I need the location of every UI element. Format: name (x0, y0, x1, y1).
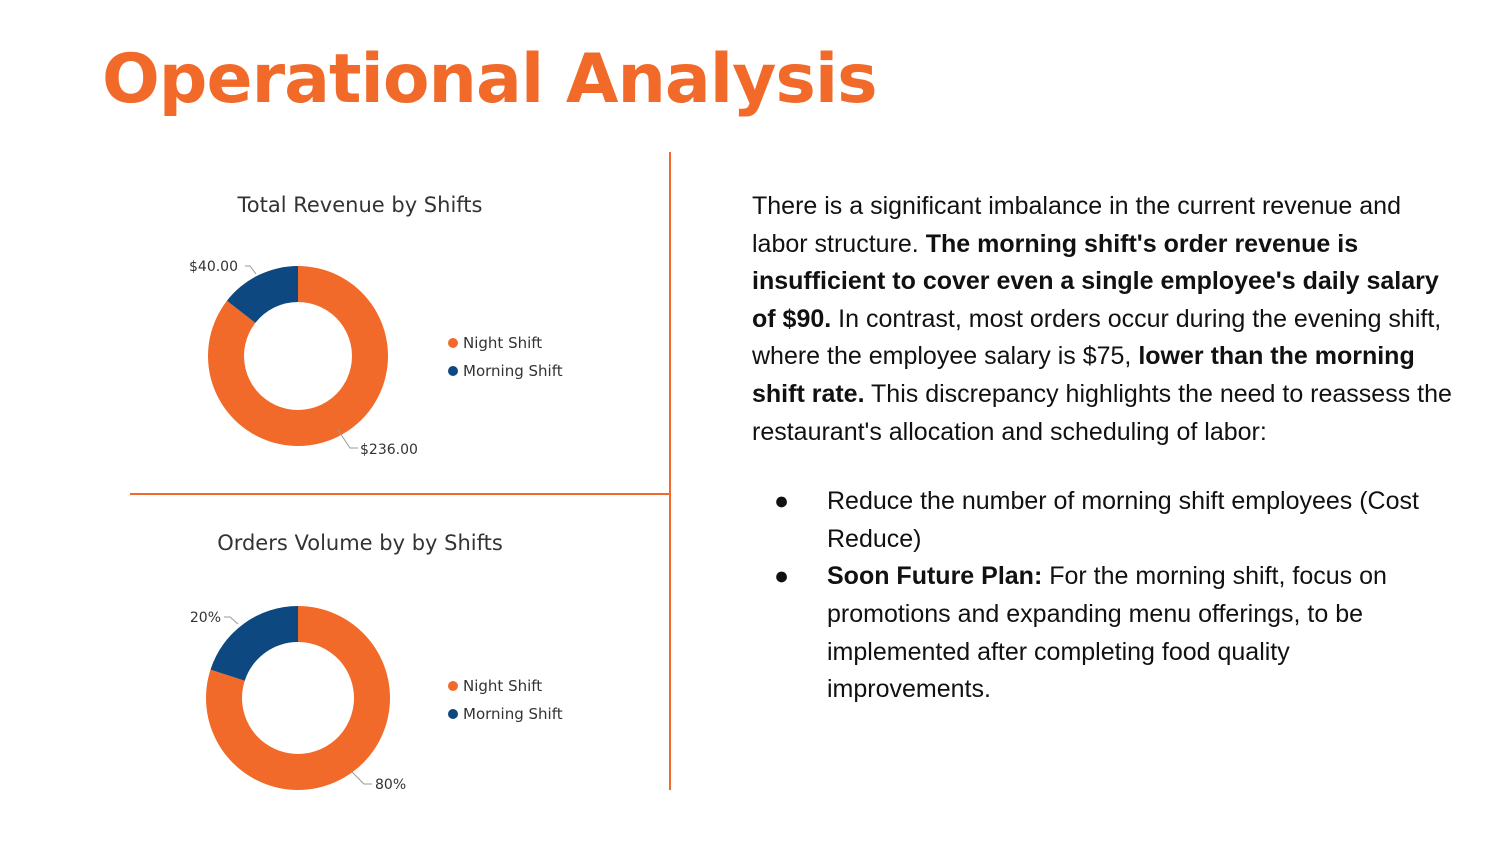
legend-label: Morning Shift (463, 705, 563, 723)
donut-slice-night-shift (206, 606, 391, 790)
recommendation-list: ● Reduce the number of morning shift emp… (752, 483, 1452, 709)
bullet-text: Reduce the number of morning shift emplo… (827, 487, 1419, 553)
vertical-divider (669, 152, 671, 790)
intro-text: There is a significant imbalance in the … (752, 192, 1401, 258)
list-item: ● Reduce the number of morning shift emp… (752, 483, 1452, 558)
data-label: 80% (375, 777, 406, 793)
bullet-text: For the morning shift, focus on promotio… (827, 562, 1387, 704)
salary-finding: lower than the morning shift rate. (752, 342, 1415, 408)
chart-title: Orders Volume by by Shifts (217, 531, 503, 555)
data-label: 20% (190, 610, 221, 626)
donut-slice-morning-shift (210, 606, 298, 681)
bullet-icon: ● (774, 562, 790, 591)
analysis-text: There is a significant imbalance in the … (752, 188, 1452, 709)
leader-line (337, 429, 358, 449)
legend-swatch (448, 709, 458, 719)
list-item: ● Soon Future Plan: For the morning shif… (752, 558, 1452, 708)
revenue-finding: The morning shift's order revenue is ins… (752, 229, 1439, 333)
legend-swatch (448, 338, 458, 348)
bullet-icon: ● (774, 487, 790, 516)
revenue-donut-chart: Total Revenue by Shifts $236.00 $40.00 Nigh… (189, 193, 563, 458)
legend-label: Night Shift (463, 677, 542, 695)
legend-label: Morning Shift (463, 362, 563, 380)
horizontal-divider (130, 493, 670, 495)
analysis-paragraph: There is a significant imbalance in the … (752, 188, 1452, 451)
leader-line (351, 771, 372, 785)
page-title: Operational Analysis (102, 40, 878, 119)
contrast-text: In contrast, most orders occur during th… (752, 304, 1442, 371)
data-label: $236.00 (360, 442, 418, 458)
chart-title: Total Revenue by Shifts (237, 193, 483, 217)
orders-donut-chart: Orders Volume by by Shifts 80% 20% Night Sh… (190, 531, 563, 793)
leader-line (245, 265, 257, 275)
data-label: $40.00 (189, 259, 238, 275)
legend-swatch (448, 681, 458, 691)
bullet-heading: Soon Future Plan: (827, 562, 1043, 591)
leader-line (224, 616, 239, 625)
conclusion-text: This discrepancy highlights the need to … (752, 379, 1452, 446)
legend-swatch (448, 366, 458, 376)
donut-slice-night-shift (208, 266, 389, 446)
donut-slice-morning-shift (226, 266, 298, 323)
legend-label: Night Shift (463, 334, 542, 352)
